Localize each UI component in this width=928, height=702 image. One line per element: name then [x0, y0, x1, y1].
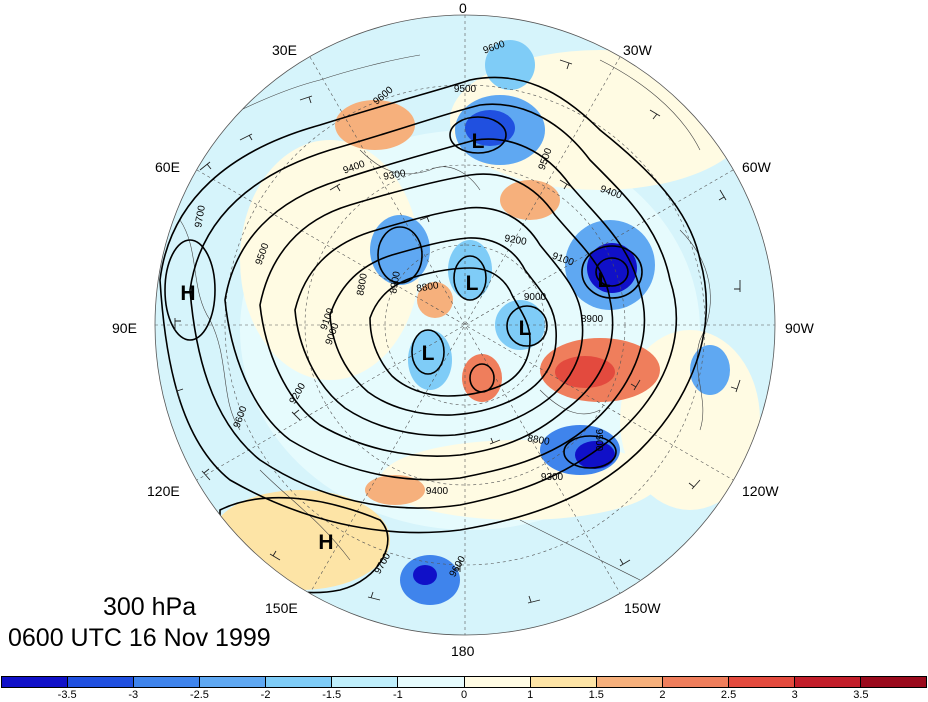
- anomaly-negative-strong: [413, 565, 437, 585]
- lon-label-90e: 90E: [112, 320, 137, 336]
- colorbar-swatch: [596, 677, 663, 687]
- colorbar-swatch: [398, 677, 465, 687]
- anomaly-positive-weak: [240, 140, 420, 380]
- high-pressure-label: H: [318, 531, 333, 554]
- high-pressure-label: H: [180, 282, 195, 305]
- low-pressure-label: L: [472, 130, 485, 153]
- lon-label-90w: 90W: [785, 320, 814, 336]
- colorbar-tick-label: -3: [128, 689, 139, 701]
- lon-label-150w: 150W: [624, 600, 661, 616]
- lon-label-60w: 60W: [742, 159, 771, 175]
- colorbar-tick-label: -1.5: [322, 689, 342, 701]
- anomaly-positive: [365, 475, 425, 505]
- contour-value-label: 9000: [524, 292, 547, 303]
- low-pressure-label: L: [466, 272, 479, 295]
- colorbar-tick-label: 0: [460, 689, 468, 701]
- anomaly-positive: [462, 354, 502, 402]
- colorbar-swatch: [200, 677, 267, 687]
- lon-label-60e: 60E: [155, 159, 180, 175]
- contour-value-label: 9500: [593, 429, 604, 452]
- datetime-title: 0600 UTC 16 Nov 1999: [8, 624, 271, 652]
- lon-label-150e: 150E: [265, 600, 298, 616]
- colorbar-swatch: [266, 677, 333, 687]
- contour-value-label: 8900: [581, 314, 604, 325]
- colorbar-swatch: [2, 677, 69, 687]
- colorbar-swatch: [464, 677, 531, 687]
- contour-value-label: 8800: [355, 272, 370, 296]
- colorbar: [1, 676, 927, 688]
- anomaly-negative-strong: [575, 441, 615, 469]
- height-contours: [159, 76, 708, 594]
- contour-value-label: 9300: [383, 168, 407, 183]
- colorbar-swatch: [861, 677, 927, 687]
- colorbar-tick-label: 3.5: [853, 689, 869, 701]
- contour-value-label: 9400: [426, 486, 449, 497]
- colorbar-tick-label: -2.5: [189, 689, 209, 701]
- wind-barbs: [174, 59, 741, 604]
- lon-label-30e: 30E: [272, 42, 297, 58]
- colorbar-tick-label: 1.5: [588, 689, 604, 701]
- colorbar-tick-label: -3.5: [57, 689, 77, 701]
- colorbar-swatch: [794, 677, 862, 687]
- pressure-level-title: 300 hPa: [103, 593, 197, 621]
- lon-label-120e: 120E: [147, 483, 180, 499]
- colorbar-tick-label: 1: [527, 689, 534, 701]
- lon-label-180: 180: [451, 643, 475, 659]
- anomaly-positive-weak: [210, 490, 390, 590]
- contour-value-label: 8900: [388, 270, 403, 294]
- colorbar-tick-label: 2.5: [720, 689, 737, 701]
- contour-value-label: 9700: [193, 204, 208, 228]
- low-pressure-label: L: [519, 317, 532, 340]
- colorbar-swatch: [332, 677, 399, 687]
- colorbar-tick-label: 3: [791, 689, 798, 701]
- colorbar-tick-label: -1: [392, 689, 403, 701]
- contour-value-label: 9200: [504, 233, 528, 248]
- colorbar-swatch: [530, 677, 597, 687]
- anomaly-negative: [495, 300, 545, 350]
- colorbar-swatch: [134, 677, 201, 687]
- low-pressure-label: L: [422, 342, 435, 365]
- lon-label-120w: 120W: [742, 483, 779, 499]
- lon-label-30w: 30W: [623, 42, 652, 58]
- contour-value-label: 9500: [454, 84, 477, 95]
- anomaly-positive: [335, 100, 415, 150]
- lon-label-0: 0: [459, 0, 467, 16]
- anomaly-negative: [690, 345, 730, 395]
- anomaly-negative: [408, 330, 452, 390]
- contour-value-label: 8800: [527, 433, 551, 448]
- anomaly-positive: [417, 282, 453, 318]
- anomaly-positive-strong: [555, 356, 615, 388]
- map-boundary: [154, 14, 776, 636]
- anomaly-negative: [370, 215, 430, 285]
- anomaly-negative: [448, 240, 492, 300]
- pressure-system-labels: L L L L L H H: [180, 130, 610, 554]
- anomaly-negative-strong: [465, 110, 515, 146]
- low-pressure-label: L: [598, 269, 611, 292]
- contour-value-label: 8800: [416, 280, 440, 295]
- colorbar-tick-label: 2: [659, 689, 666, 701]
- contour-value-label: 9300: [541, 472, 564, 483]
- colorbar-swatch: [662, 677, 729, 687]
- colorbar-swatch: [68, 677, 135, 687]
- colorbar-tick-label: -2: [260, 689, 271, 701]
- anomaly-positive: [500, 180, 560, 220]
- colorbar-swatch: [728, 677, 795, 687]
